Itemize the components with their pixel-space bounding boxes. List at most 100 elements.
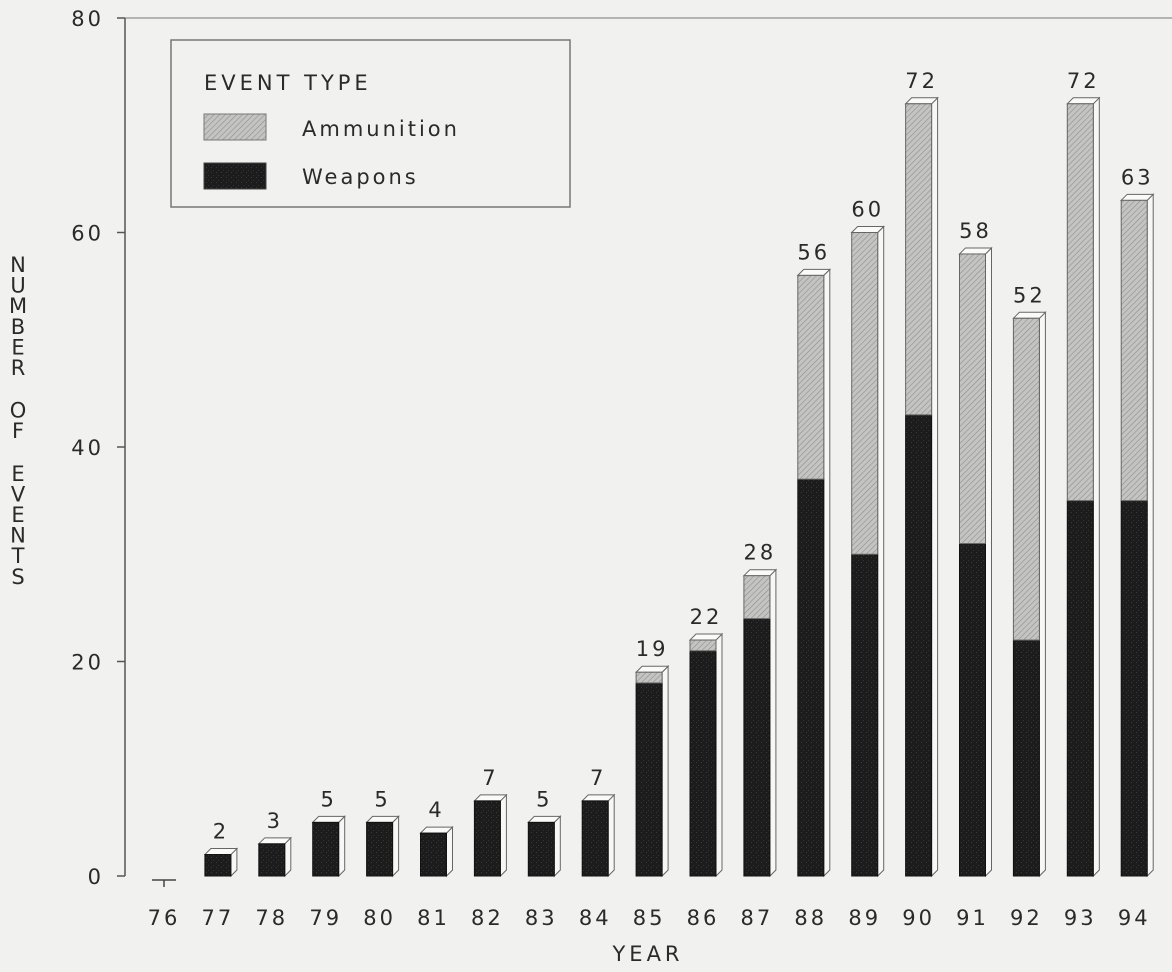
bar-side-face — [1146, 193, 1154, 878]
bar-total-label: 7 — [590, 766, 606, 790]
x-tick-label: 92 — [1010, 906, 1043, 930]
bar-weapons — [258, 843, 286, 877]
bar-top-face — [473, 794, 508, 802]
x-tick-label: 88 — [794, 906, 827, 930]
bar-group — [152, 96, 1155, 887]
x-tick-label: 77 — [202, 906, 235, 930]
y-tick-label: 40 — [71, 436, 104, 460]
bar-top-face — [904, 97, 939, 105]
bar-total-label: 72 — [905, 69, 938, 93]
bar-side-face — [499, 793, 507, 878]
bar-top-face — [958, 247, 993, 255]
bar-weapons — [204, 854, 232, 877]
bar-side-face — [446, 825, 453, 878]
bar-weapons — [797, 478, 825, 877]
bar-weapons — [743, 618, 771, 877]
x-tick-label: 78 — [255, 906, 288, 930]
legend-title: EVENT TYPE — [204, 71, 372, 95]
bar-top-face — [580, 794, 616, 802]
x-axis-labels: 76 77 78 79 80 81 82 83 84 85 86 87 88 89 90 91 92 93 94 — [148, 906, 1151, 930]
bar-side-face — [338, 815, 346, 878]
bar-weapons — [635, 682, 663, 877]
bar-weapons — [581, 800, 609, 877]
x-tick-label: 82 — [471, 906, 504, 930]
bar-ammunition — [797, 274, 825, 480]
bar-top-face — [1119, 193, 1155, 201]
legend-swatch-weapons — [203, 162, 267, 190]
y-tick-label: 80 — [71, 7, 104, 31]
bar-side-face — [553, 815, 561, 878]
bar-top-face — [365, 815, 400, 823]
bar-side-face — [769, 568, 777, 878]
x-tick-label: 90 — [902, 906, 935, 930]
bar-side-face — [931, 96, 939, 878]
bar-top-face — [527, 815, 562, 823]
bar-weapons — [312, 821, 340, 877]
bar-total-label: 3 — [267, 809, 283, 833]
bar-weapons — [1066, 500, 1094, 877]
legend: EVENT TYPE Ammunition Weapons — [170, 39, 571, 208]
bar-side-face — [715, 632, 723, 878]
bar-top-face — [1066, 97, 1101, 105]
bar-total-label: 5 — [374, 787, 390, 811]
bar-total-label: 56 — [797, 240, 830, 264]
x-tick-label: 83 — [525, 906, 558, 930]
data-labels: 2 3 5 5 4 7 5 7 19 22 28 56 60 72 58 52 72 63 — [213, 69, 1151, 844]
bar-top-face — [311, 815, 346, 823]
bar-total-label: 7 — [482, 766, 498, 790]
bar-total-label: 2 — [213, 820, 229, 844]
bar-weapons — [473, 800, 501, 877]
bar-total-label: 19 — [636, 637, 669, 661]
bar-ammunition — [851, 232, 879, 555]
x-tick-label: 84 — [579, 906, 612, 930]
x-tick-label: 87 — [741, 906, 774, 930]
bar-ammunition — [635, 671, 663, 684]
bar-weapons — [851, 553, 879, 877]
x-axis-title: YEAR — [611, 942, 683, 966]
bar-side-face — [661, 665, 669, 878]
bar-weapons — [905, 414, 933, 877]
bar-total-label: 5 — [321, 787, 337, 811]
bar-weapons — [1120, 500, 1148, 877]
bar-ammunition — [1066, 103, 1094, 502]
bar-weapons — [420, 832, 447, 877]
x-tick-label: 91 — [956, 906, 989, 930]
x-tick-label: 81 — [417, 906, 450, 930]
bar-total-label: 28 — [744, 541, 777, 565]
x-tick-label: 76 — [148, 906, 181, 930]
bar-total-label: 5 — [536, 787, 552, 811]
y-tick-label: 60 — [71, 222, 104, 246]
bar-top-face — [796, 268, 832, 276]
bar-total-label: 60 — [851, 198, 884, 222]
y-tick-label: 0 — [88, 865, 104, 889]
bar-side-face — [985, 246, 992, 878]
x-tick-label: 94 — [1118, 906, 1151, 930]
x-tick-label: 93 — [1064, 906, 1097, 930]
bar-weapons — [689, 650, 717, 877]
bar-side-face — [1038, 311, 1046, 878]
y-tick-label: 20 — [71, 651, 104, 675]
bar-total-label: 72 — [1067, 69, 1100, 93]
x-tick-label: 79 — [309, 906, 342, 930]
y-axis-ticks: 0 20 40 60 80 — [71, 7, 125, 889]
bar-top-face — [203, 848, 239, 856]
bar-side-face — [392, 815, 400, 878]
x-tick-label: 89 — [848, 906, 881, 930]
bar-weapons — [366, 821, 394, 877]
bar-top-face — [1012, 311, 1047, 319]
x-tick-label: 85 — [633, 906, 666, 930]
bar-top-face — [419, 826, 454, 834]
x-tick-label: 86 — [687, 906, 720, 930]
bar-total-label: 52 — [1013, 283, 1046, 307]
bar-side-face — [607, 793, 615, 878]
bar-top-face — [634, 665, 670, 673]
bar-ammunition — [959, 253, 986, 545]
legend-swatch-ammunition — [203, 113, 267, 141]
bar-side-face — [877, 225, 885, 878]
bar-ammunition — [743, 575, 771, 620]
bar-ammunition — [905, 103, 933, 416]
legend-label-ammunition: Ammunition — [302, 117, 460, 141]
bar-ammunition — [1012, 317, 1040, 641]
